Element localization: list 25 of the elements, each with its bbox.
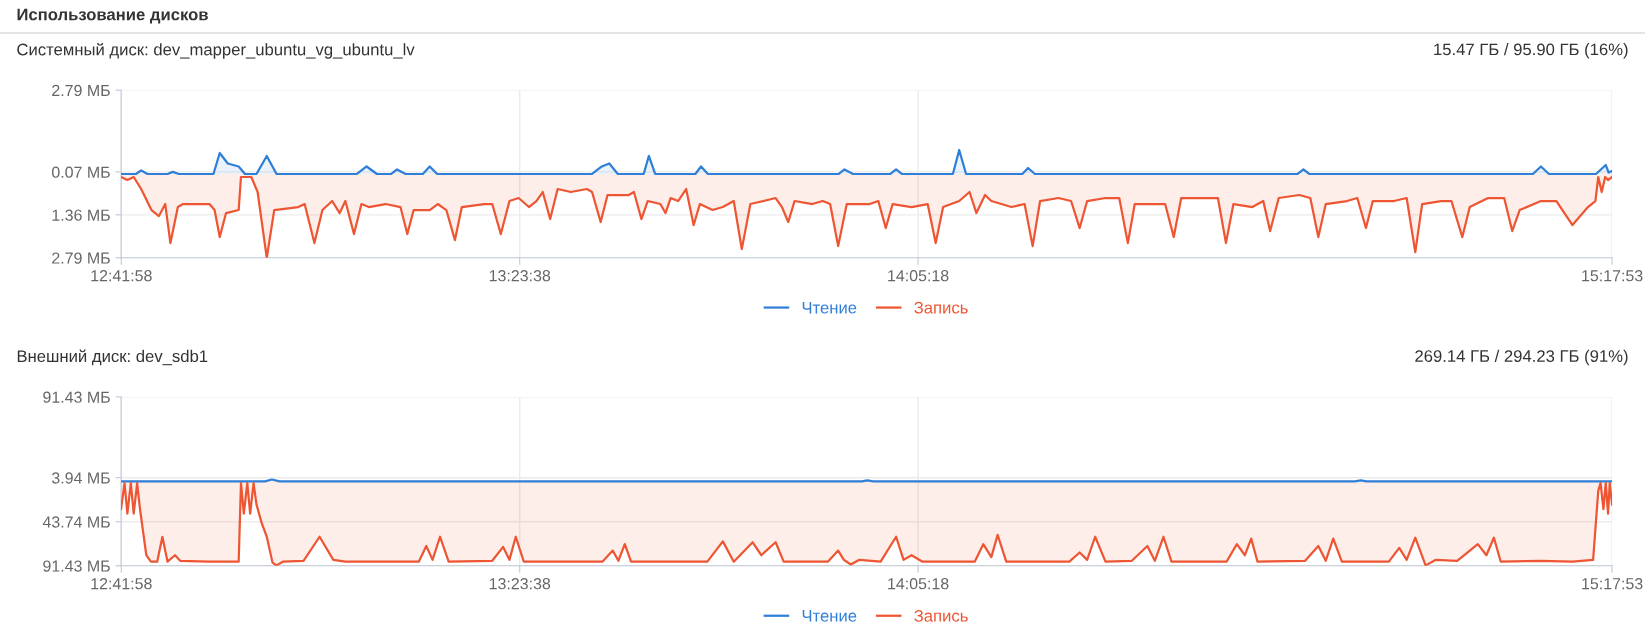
y-tick-label: 2.79 МБ (52, 84, 110, 97)
y-tick-label: 2.79 МБ (52, 252, 110, 264)
text: Использование дисков (17, 8, 208, 24)
x-tick-label: 13:23:38 (489, 578, 551, 590)
y-tick-label: 91.43 МБ (43, 560, 110, 572)
y-tick-label: 0.07 МБ (51, 166, 110, 178)
x-tick-label: 15:17:53 (1582, 270, 1643, 282)
y-tick-label: 43.74 МБ (42, 516, 110, 528)
y-tick-label: 1.36 МБ (52, 209, 110, 221)
legend-label: Чтение (802, 610, 857, 622)
x-tick-label: 15:17:53 (1582, 578, 1643, 590)
chart-subtitle: 15.47 ГБ / 95.90 ГБ (16%) (1434, 43, 1628, 59)
y-tick-label: 3.94 МБ (51, 472, 110, 484)
chart-title: Системный диск: dev_mapper_ubuntu_vg_ubuntu_lv (17, 42, 415, 59)
legend-label: Запись (914, 609, 968, 622)
legend-label: Запись (914, 301, 968, 314)
x-tick-label: 12:41:58 (91, 270, 152, 282)
x-tick-label: 14:05:18 (888, 270, 949, 282)
x-tick-label: 13:23:38 (489, 270, 551, 282)
chart-title: Внешний диск: dev_sdb1 (17, 349, 208, 366)
legend-label: Чтение (802, 301, 857, 314)
x-tick-label: 12:41:58 (91, 578, 152, 590)
y-tick-label: 91.43 МБ (43, 391, 110, 403)
x-tick-label: 14:05:18 (888, 578, 949, 590)
chart-subtitle: 269.14 ГБ / 294.23 ГБ (91%) (1415, 349, 1628, 366)
